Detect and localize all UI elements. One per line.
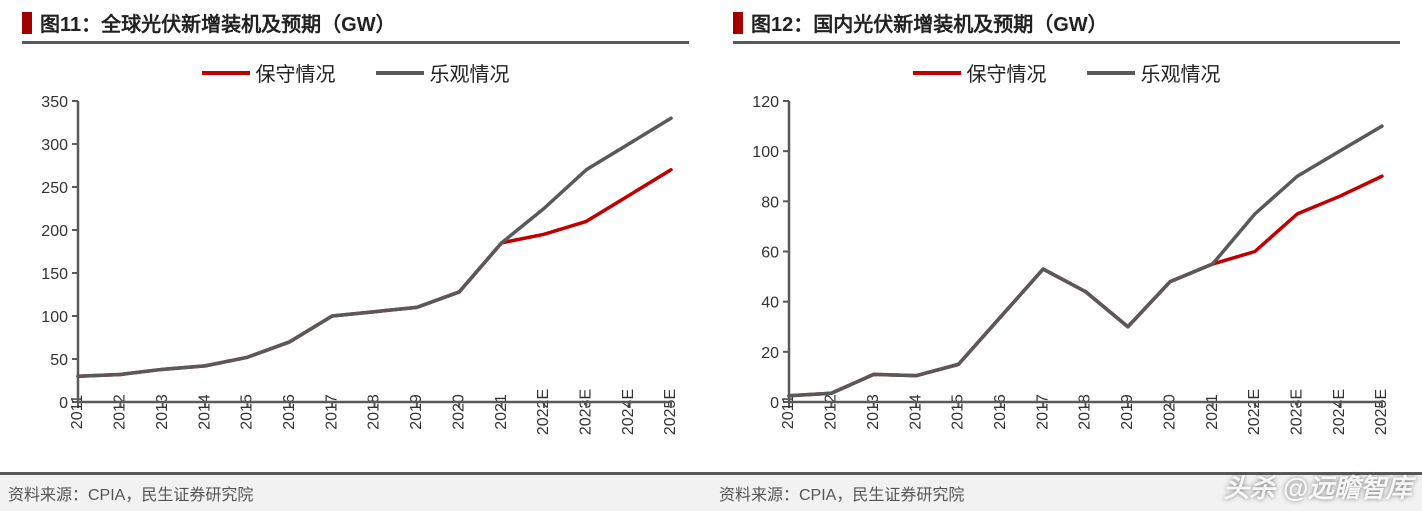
svg-text:200: 200	[41, 223, 68, 240]
legend-item-conservative: 保守情况	[202, 58, 336, 87]
svg-text:0: 0	[59, 395, 68, 412]
svg-text:2019: 2019	[408, 394, 425, 430]
svg-text:250: 250	[41, 180, 68, 197]
legend-swatch	[202, 71, 250, 75]
svg-text:2025E: 2025E	[662, 389, 679, 435]
chart-title: 图11：全球光伏新增装机及预期（GW）	[40, 8, 396, 37]
line-chart: 0501001502002503003502011201220132014201…	[22, 91, 689, 472]
plot-area: 0204060801001202011201220132014201520162…	[733, 91, 1400, 472]
svg-text:120: 120	[752, 94, 779, 111]
svg-text:2021: 2021	[1204, 394, 1221, 430]
line-chart: 0204060801001202011201220132014201520162…	[733, 91, 1400, 472]
svg-text:60: 60	[761, 245, 779, 262]
svg-text:2018: 2018	[366, 394, 383, 430]
legend: 保守情况 乐观情况	[733, 44, 1400, 91]
svg-text:0: 0	[770, 395, 779, 412]
svg-text:100: 100	[41, 309, 68, 326]
svg-text:2015: 2015	[239, 394, 256, 430]
svg-text:350: 350	[41, 94, 68, 111]
title-accent	[733, 12, 743, 34]
legend-label: 乐观情况	[1141, 58, 1221, 87]
legend-swatch	[376, 71, 424, 75]
svg-text:2014: 2014	[907, 394, 924, 430]
svg-text:2019: 2019	[1119, 394, 1136, 430]
svg-text:50: 50	[50, 352, 68, 369]
svg-text:2018: 2018	[1077, 394, 1094, 430]
svg-text:2014: 2014	[196, 394, 213, 430]
svg-text:40: 40	[761, 295, 779, 312]
svg-text:2012: 2012	[112, 394, 129, 430]
svg-text:2012: 2012	[823, 394, 840, 430]
title-row: 图11：全球光伏新增装机及预期（GW）	[22, 8, 689, 44]
legend-item-optimistic: 乐观情况	[376, 58, 510, 87]
svg-text:2025E: 2025E	[1373, 389, 1390, 435]
panel-left: 图11：全球光伏新增装机及预期（GW） 保守情况 乐观情况 0 50 100 150 2…	[0, 0, 711, 511]
svg-text:2017: 2017	[1034, 394, 1051, 430]
svg-text:2020: 2020	[450, 394, 467, 430]
legend-item-optimistic: 乐观情况	[1087, 58, 1221, 87]
source-footer: 资料来源：CPIA，民生证券研究院	[0, 472, 711, 511]
legend-swatch	[1087, 71, 1135, 75]
legend: 保守情况 乐观情况	[22, 44, 689, 91]
svg-text:2013: 2013	[154, 394, 171, 430]
svg-text:2017: 2017	[323, 394, 340, 430]
legend-label: 保守情况	[256, 58, 336, 87]
svg-text:100: 100	[752, 144, 779, 161]
svg-text:2024E: 2024E	[620, 389, 637, 435]
svg-text:300: 300	[41, 137, 68, 154]
svg-text:2024E: 2024E	[1331, 389, 1348, 435]
svg-text:80: 80	[761, 194, 779, 211]
source-footer: 资料来源：CPIA，民生证券研究院	[711, 472, 1422, 511]
svg-text:2023E: 2023E	[1289, 389, 1306, 435]
svg-text:20: 20	[761, 345, 779, 362]
legend-label: 保守情况	[967, 58, 1047, 87]
svg-text:2016: 2016	[281, 394, 298, 430]
plot-area: 0501001502002503003502011201220132014201…	[22, 91, 689, 472]
svg-text:2016: 2016	[992, 394, 1009, 430]
svg-text:2022E: 2022E	[535, 389, 552, 435]
title-accent	[22, 12, 32, 34]
legend-swatch	[913, 71, 961, 75]
svg-text:2015: 2015	[950, 394, 967, 430]
svg-text:2023E: 2023E	[578, 389, 595, 435]
page-root: 图11：全球光伏新增装机及预期（GW） 保守情况 乐观情况 0 50 100 150 2…	[0, 0, 1422, 511]
chart-title: 图12：国内光伏新增装机及预期（GW）	[751, 8, 1108, 37]
legend-item-conservative: 保守情况	[913, 58, 1047, 87]
svg-text:150: 150	[41, 266, 68, 283]
svg-text:2020: 2020	[1161, 394, 1178, 430]
svg-text:2021: 2021	[493, 394, 510, 430]
panel-right: 图12：国内光伏新增装机及预期（GW） 保守情况 乐观情况 0 20 40 60 80 1…	[711, 0, 1422, 511]
svg-text:2013: 2013	[865, 394, 882, 430]
title-row: 图12：国内光伏新增装机及预期（GW）	[733, 8, 1400, 44]
svg-text:2022E: 2022E	[1246, 389, 1263, 435]
legend-label: 乐观情况	[430, 58, 510, 87]
